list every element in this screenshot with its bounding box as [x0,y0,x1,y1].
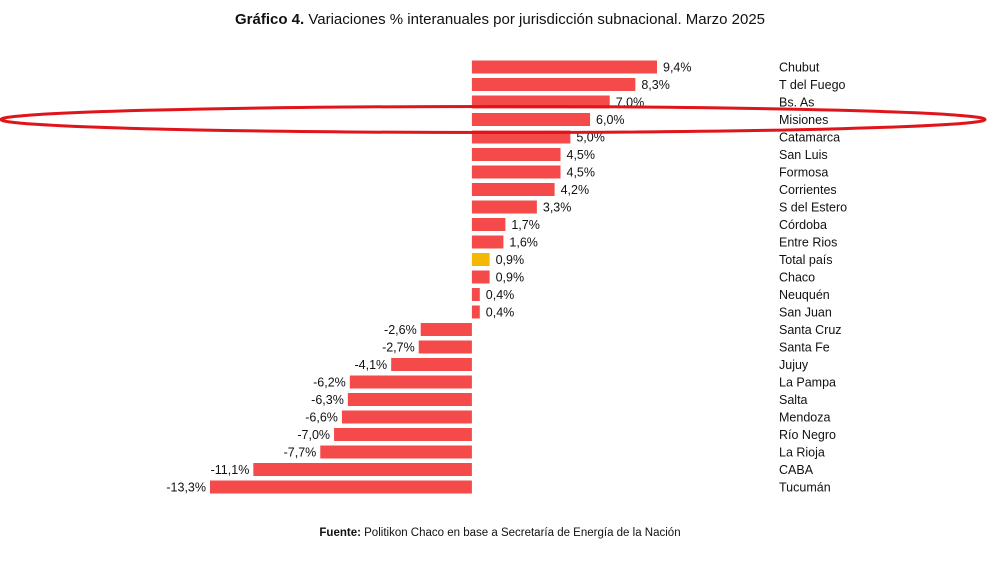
highlight-ellipse [0,105,987,134]
value-label: 0,9% [496,270,525,284]
value-label: -6,2% [313,375,346,389]
value-label: 4,5% [567,148,596,162]
bar [210,480,472,494]
category-label: Catamarca [779,130,840,144]
category-label: Salta [779,393,808,407]
bar [471,165,561,179]
category-label: Santa Cruz [779,323,842,337]
category-label: Corrientes [779,183,837,197]
value-label: -2,7% [382,340,415,354]
value-label: 0,9% [496,253,525,267]
value-label: -13,3% [166,480,206,494]
bar [471,253,490,266]
bar [341,410,472,424]
bar [420,323,472,336]
category-label: Córdoba [779,218,827,232]
bar [471,305,480,319]
bar [471,235,504,249]
category-label: T del Fuego [779,78,846,92]
value-label: -7,0% [297,428,330,442]
category-label: Chubut [779,60,820,74]
category-label: Tucumán [779,480,831,494]
value-label: 4,2% [561,183,590,197]
value-label: 1,6% [509,235,538,249]
category-label: San Luis [779,148,828,162]
category-label: S del Estero [779,200,847,214]
category-label: Mendoza [779,410,830,424]
value-label: 6,0% [596,113,625,127]
bar [471,200,537,214]
category-label: Santa Fe [779,340,830,354]
bar [471,148,561,161]
bar [471,78,636,91]
value-label: -11,1% [211,463,250,477]
value-label: -2,6% [384,323,417,337]
bar [471,270,490,284]
source: Fuente: Politikon Chaco en base a Secret… [319,527,680,539]
category-label: La Rioja [779,445,825,459]
value-label: -6,6% [305,410,338,424]
category-label: Entre Rios [779,235,837,249]
bar [349,375,472,389]
value-label: 1,7% [511,218,540,232]
category-label: Río Negro [779,428,836,442]
value-label: 9,4% [663,60,692,74]
chart-title: Gráfico 4. Variaciones % interanuales po… [235,11,765,28]
value-label: 0,4% [486,288,515,302]
bar [391,358,472,371]
title-text: Variaciones % interanuales por jurisdicc… [308,11,765,28]
bar [253,463,472,476]
bar [471,183,555,196]
bar [334,428,472,441]
value-label: -4,1% [355,358,388,372]
category-label: Total país [779,253,833,267]
title-prefix: Gráfico 4. [235,11,304,28]
category-label: San Juan [779,305,832,319]
value-label: -7,7% [284,445,317,459]
category-label: Misiones [779,113,828,127]
source-text: Politikon Chaco en base a Secretaría de … [364,527,680,539]
value-label: 4,5% [567,165,596,179]
value-label: 8,3% [641,78,670,92]
source-prefix: Fuente: [319,527,361,539]
category-label: La Pampa [779,375,836,389]
category-label: Neuquén [779,288,830,302]
bar [471,218,506,231]
bar [418,340,472,354]
bar [347,393,472,406]
category-label: Formosa [779,165,828,179]
bar [471,113,591,126]
value-label: 0,4% [486,305,515,319]
category-label: CABA [779,463,814,477]
category-label: Jujuy [779,358,809,372]
category-label: Bs. As [779,95,814,109]
category-label: Chaco [779,270,815,284]
value-label: 3,3% [543,200,572,214]
bar [471,288,480,301]
bar [320,445,472,459]
bar [471,60,657,74]
value-label: -6,3% [311,393,344,407]
